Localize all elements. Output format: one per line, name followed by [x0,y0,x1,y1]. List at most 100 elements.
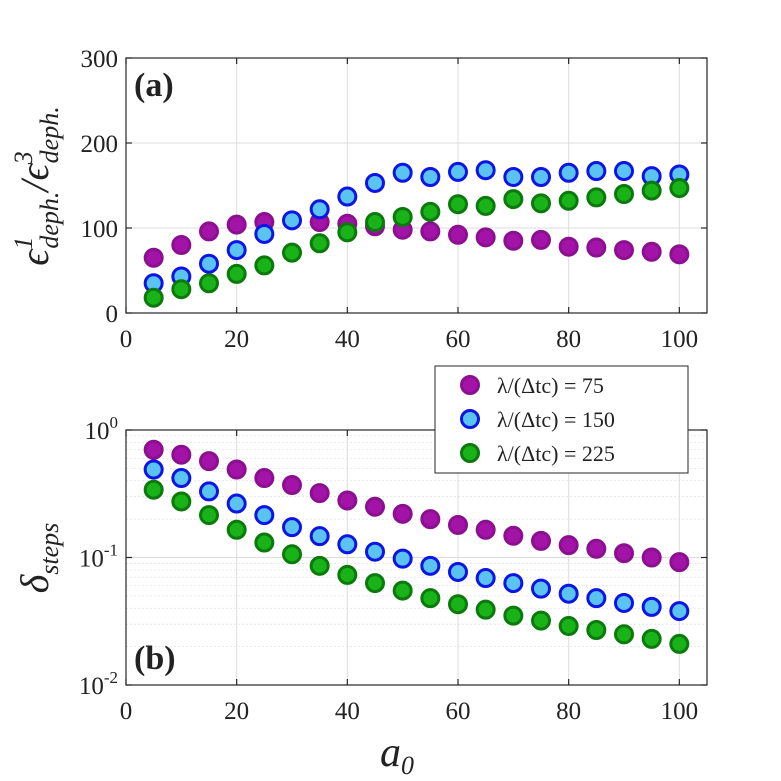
y-tick-label: 10-1 [79,541,118,573]
data-point-series-1 [309,483,330,504]
data-point-series-3 [282,544,302,565]
data-point-series-1 [531,229,551,250]
data-point-series-2 [448,561,468,582]
y-tick-label: 10-2 [79,668,118,700]
data-point-series-2 [558,583,579,604]
data-point-series-1 [503,525,524,546]
panel-a: 0 20 40 60 80 100 0 100 200 300 (a) ϵ1deph./ϵ3dep… [9,46,708,353]
data-point-series-2 [254,505,275,526]
data-point-series-3 [171,279,192,300]
legend: λ/(Δtc) = 75 λ/(Δtc) = 150 λ/(Δtc) = 225 [434,365,689,474]
data-point-series-1 [254,468,275,489]
data-point-series-3 [365,212,385,233]
data-point-series-3 [503,605,524,626]
data-point-series-1 [143,247,164,268]
data-point-series-3 [309,555,330,576]
data-point-series-2 [558,162,579,183]
data-point-series-2 [420,167,441,187]
data-point-series-1 [475,227,496,248]
data-point-series-3 [586,620,607,641]
data-point-series-2 [226,493,247,514]
data-point-series-2 [337,534,358,555]
data-point-series-3 [531,610,551,631]
data-point-series-3 [337,222,358,243]
data-point-series-3 [143,479,164,500]
data-point-series-2 [365,541,385,562]
data-point-series-1 [226,214,247,235]
data-point-series-3 [365,573,385,594]
data-point-series-3 [254,255,275,276]
data-point-series-2 [199,481,219,502]
data-point-series-3 [282,242,302,263]
data-point-series-1 [669,244,690,265]
data-point-series-1 [392,503,413,524]
data-point-series-3 [669,633,690,654]
data-point-series-3 [669,178,690,199]
data-point-series-2 [475,568,496,589]
legend-marker [460,409,480,429]
x-tick-label: 0 [120,326,133,353]
data-point-series-1 [171,235,192,255]
data-point-series-2 [254,223,275,244]
x-tick-label: 100 [661,698,699,725]
data-point-series-2 [614,161,634,182]
data-point-series-2 [199,253,219,274]
data-point-series-3 [420,588,441,609]
data-point-series-3 [392,580,413,601]
data-point-series-1 [365,496,385,517]
data-point-series-2 [309,199,330,220]
data-point-series-2 [282,517,302,538]
panel-b-xlabel: a0 [380,730,414,780]
data-point-series-2 [365,172,385,193]
y-tick-label: 200 [81,131,119,158]
panel-a-ylabel: ϵ1deph./ϵ3deph. [9,106,64,265]
data-point-series-1 [448,224,468,245]
legend-label: λ/(Δtc) = 150 [497,407,615,432]
data-point-series-1 [420,509,441,530]
data-point-series-3 [641,180,662,201]
x-tick-label: 60 [446,698,471,725]
data-point-series-2 [171,468,192,489]
data-point-series-3 [337,564,358,585]
data-point-series-2 [475,160,496,181]
data-point-series-2 [392,548,413,569]
data-point-series-3 [254,532,275,553]
data-point-series-1 [226,459,247,480]
data-point-series-2 [503,573,524,594]
y-tick-label: 100 [85,413,119,445]
data-point-series-3 [448,194,468,215]
data-point-series-2 [309,526,330,547]
data-point-series-2 [669,601,690,622]
panel-b-ylabel: δsteps [12,523,64,594]
x-tick-label: 80 [556,698,581,725]
data-point-series-3 [558,616,579,637]
data-point-series-1 [614,240,634,261]
data-point-series-3 [558,190,579,211]
data-point-series-2 [337,186,358,207]
x-tick-label: 20 [224,326,249,353]
x-tick-label: 0 [120,698,133,725]
data-point-series-3 [199,273,219,294]
data-point-series-1 [586,538,607,559]
legend-marker [460,375,480,395]
data-point-series-1 [586,237,607,258]
data-point-series-1 [448,514,468,535]
data-point-series-1 [641,241,662,262]
panel-b: 0 20 40 60 80 100 10-2 10-1 100 (b) δsteps a0 λ/… [12,365,708,780]
y-tick-label: 0 [106,301,119,328]
x-tick-label: 60 [446,326,471,353]
data-point-series-3 [531,193,551,214]
panel-b-points [143,439,690,654]
data-point-series-1 [199,451,219,472]
panel-a-points [143,160,690,308]
data-point-series-3 [614,184,634,204]
data-point-series-1 [669,552,690,573]
data-point-series-1 [337,490,358,511]
data-point-series-1 [171,444,192,465]
data-point-series-3 [641,628,662,649]
data-point-series-3 [143,287,164,308]
data-point-series-2 [531,167,551,187]
legend-label: λ/(Δtc) = 225 [497,441,615,466]
x-tick-label: 80 [556,326,581,353]
